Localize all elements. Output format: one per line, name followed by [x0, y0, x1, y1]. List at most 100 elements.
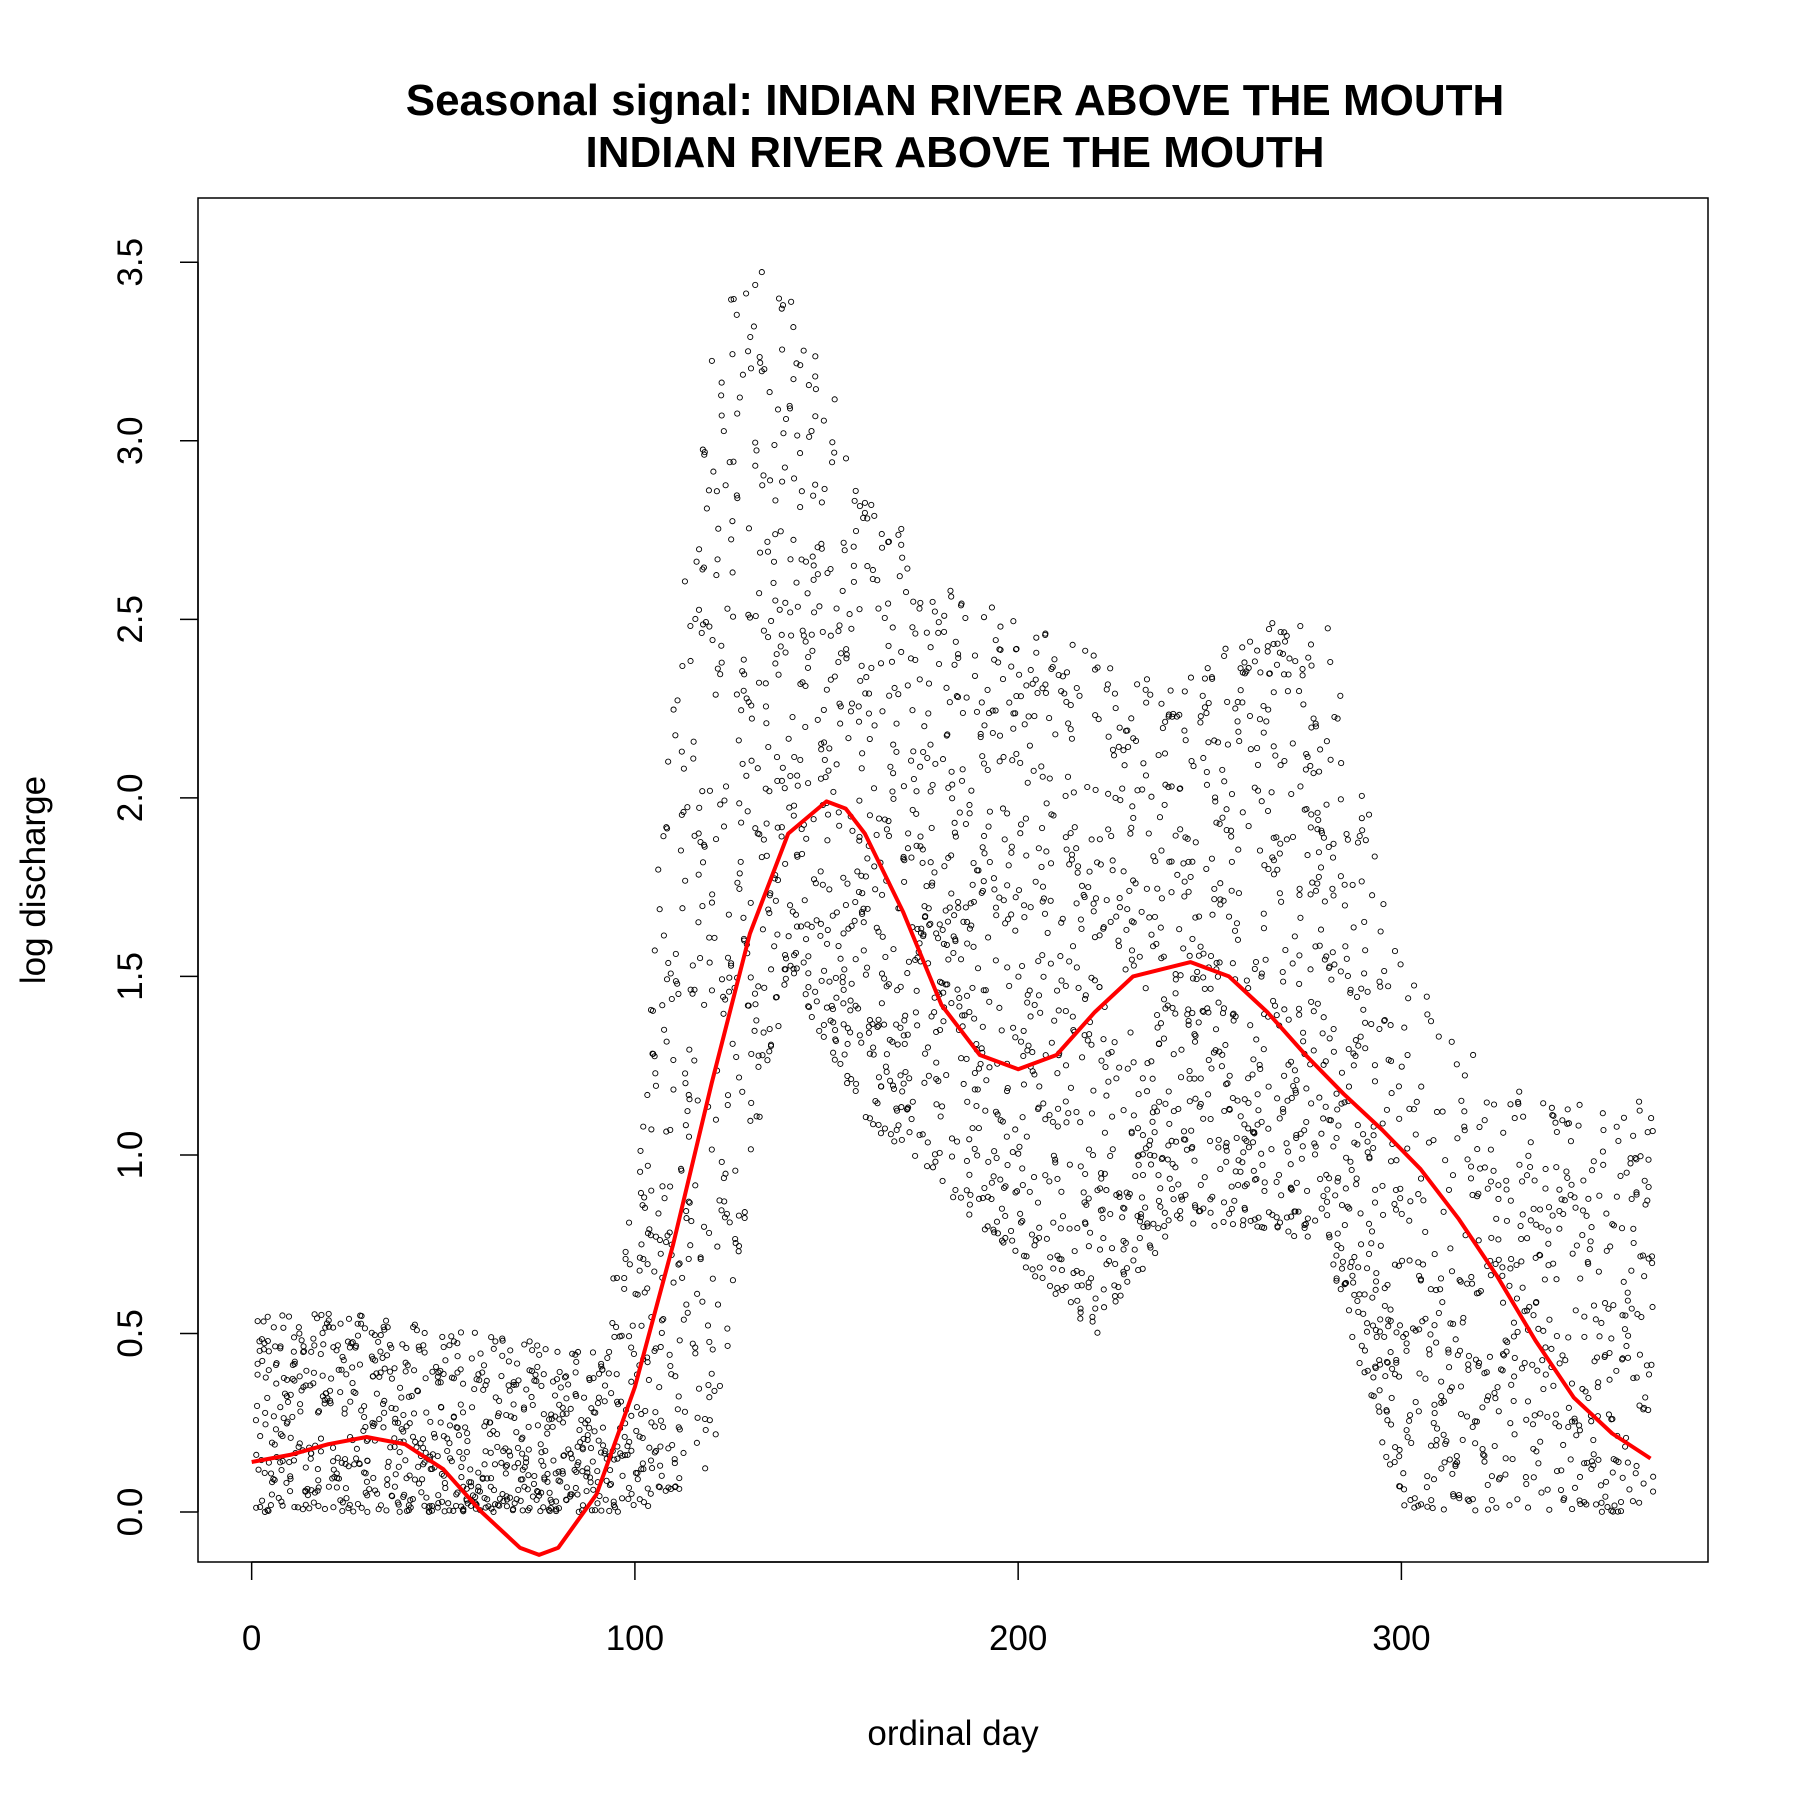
observation-point [330, 1324, 337, 1331]
observation-point [1388, 1394, 1395, 1402]
observation-point [878, 1000, 885, 1007]
observation-point [1223, 1139, 1230, 1147]
observation-point [844, 880, 851, 887]
observation-point [866, 1115, 873, 1122]
observation-point [350, 1508, 357, 1515]
observation-point [1433, 1287, 1440, 1294]
observation-point [912, 630, 919, 637]
observation-point [1102, 1063, 1109, 1071]
observation-point [1281, 638, 1289, 645]
observation-point [931, 608, 938, 615]
observation-point [377, 1332, 384, 1339]
observation-point [808, 1013, 815, 1021]
observation-point [890, 770, 897, 777]
observation-point [1476, 1123, 1483, 1131]
observation-point [1254, 647, 1261, 654]
observation-point [1000, 897, 1007, 904]
observation-point [1201, 675, 1208, 682]
observation-point [1606, 1376, 1613, 1383]
observation-point [1413, 1098, 1420, 1105]
observation-point [1293, 1132, 1300, 1139]
observation-point [1621, 1326, 1628, 1333]
observation-point [992, 707, 999, 714]
observation-point [270, 1475, 277, 1483]
observation-point [771, 943, 778, 950]
observation-point [1312, 943, 1319, 950]
observation-point [1556, 1360, 1563, 1367]
observation-point [1475, 1237, 1482, 1244]
observation-point [1549, 1112, 1556, 1119]
observation-point [1624, 1297, 1631, 1304]
observation-point [948, 852, 955, 859]
observation-point [1334, 1178, 1341, 1185]
observation-point [893, 720, 900, 727]
observation-point [442, 1485, 449, 1492]
observation-point [962, 820, 969, 828]
observation-point [1287, 1184, 1294, 1191]
observation-point [1320, 1192, 1327, 1200]
observation-point [1168, 889, 1175, 896]
observation-point [1035, 992, 1043, 999]
observation-point [381, 1365, 388, 1372]
observation-point [1308, 998, 1315, 1005]
observation-point [1109, 746, 1117, 753]
observation-point [924, 1044, 931, 1051]
observation-point [433, 1363, 440, 1370]
observation-point [713, 572, 720, 579]
observation-point [874, 1023, 881, 1031]
observation-point [296, 1440, 303, 1447]
observation-point [1197, 943, 1204, 950]
observation-point [752, 825, 759, 832]
observation-point [1012, 1034, 1019, 1041]
observation-point [1403, 1340, 1410, 1347]
observation-point [923, 629, 930, 636]
observation-point [1099, 1215, 1106, 1222]
observation-point [1356, 1360, 1363, 1367]
observation-point [1037, 1009, 1044, 1016]
observation-point [1038, 863, 1045, 870]
observation-point [905, 958, 912, 965]
observation-point [1078, 1270, 1085, 1277]
observation-point [747, 333, 754, 341]
observation-point [818, 545, 825, 552]
observation-point [916, 605, 923, 612]
observation-point [1208, 855, 1215, 862]
observation-point [1165, 1142, 1172, 1149]
observation-point [743, 772, 750, 779]
observation-point [697, 955, 704, 962]
observation-point [1176, 711, 1183, 718]
observation-point [820, 1033, 827, 1040]
observation-point [538, 1449, 545, 1456]
observation-point [891, 684, 898, 692]
observation-point [358, 1320, 365, 1327]
observation-point [625, 1495, 632, 1502]
observation-point [1611, 1502, 1618, 1509]
observation-point [1033, 649, 1040, 656]
observation-point [1004, 882, 1011, 889]
observation-point [1465, 1361, 1472, 1368]
observation-point [482, 1382, 489, 1389]
observation-point [1029, 1068, 1036, 1075]
observation-point [665, 1445, 672, 1452]
observation-point [1343, 1154, 1350, 1161]
observation-point [660, 932, 667, 939]
observation-point [1609, 1221, 1616, 1228]
observation-point [1296, 688, 1303, 695]
observation-point [735, 737, 742, 744]
observation-point [1224, 698, 1231, 705]
observation-point [1196, 1103, 1203, 1110]
observation-point [770, 579, 777, 586]
observation-point [384, 1481, 391, 1489]
observation-point [469, 1404, 476, 1411]
observation-point [1364, 1265, 1371, 1272]
observation-point [315, 1502, 322, 1510]
observation-point [817, 932, 824, 939]
observation-point [1375, 1403, 1382, 1410]
observation-point [973, 708, 981, 715]
observation-point [656, 1384, 663, 1391]
observation-point [536, 1492, 543, 1499]
observation-point [1590, 1158, 1597, 1165]
observation-point [1553, 1164, 1560, 1171]
observation-point [659, 1183, 666, 1190]
observation-point [1008, 911, 1015, 918]
